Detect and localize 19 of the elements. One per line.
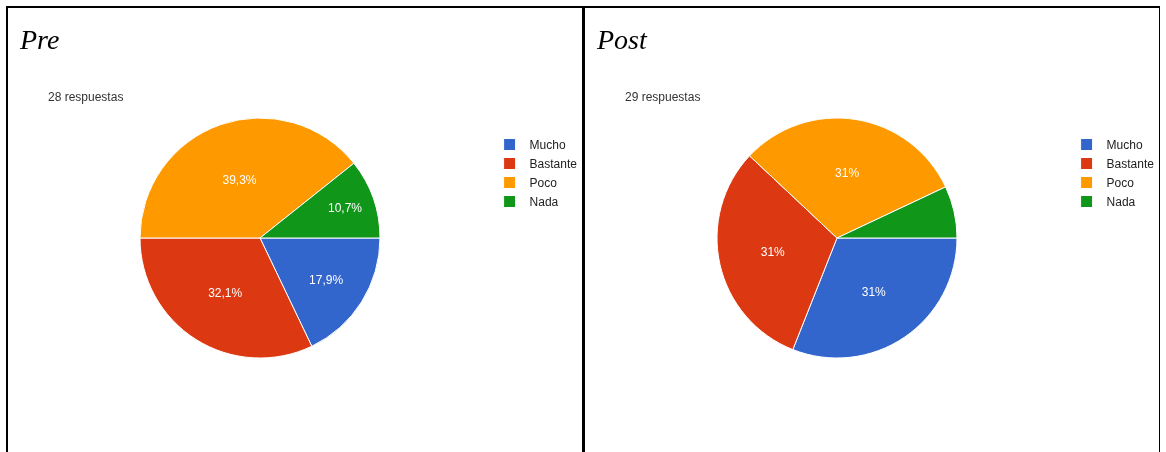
- data-label: 31%: [835, 166, 860, 181]
- legend-label: Bastante: [529, 157, 578, 172]
- legend-label: Poco: [529, 176, 558, 191]
- chart-subtitle: 29 respuestas: [625, 90, 701, 104]
- data-label: 31%: [861, 285, 887, 300]
- legend-label: Poco: [1106, 176, 1135, 191]
- legend-label: Mucho: [1106, 138, 1143, 153]
- data-label: 10,7%: [328, 201, 363, 216]
- data-label: 32,1%: [208, 285, 243, 300]
- legend-label: Nada: [1106, 195, 1136, 210]
- legend-label: Nada: [529, 195, 559, 210]
- data-label: 17,9%: [309, 272, 344, 287]
- data-label: 39,3%: [222, 172, 257, 187]
- chart-subtitle: 28 respuestas: [48, 90, 124, 104]
- legend-label: Mucho: [529, 138, 566, 153]
- chart-title: Pre: [20, 24, 60, 56]
- chart-title: Post: [597, 24, 647, 56]
- legend-label: Bastante: [1106, 157, 1155, 172]
- data-label: 31%: [760, 245, 786, 260]
